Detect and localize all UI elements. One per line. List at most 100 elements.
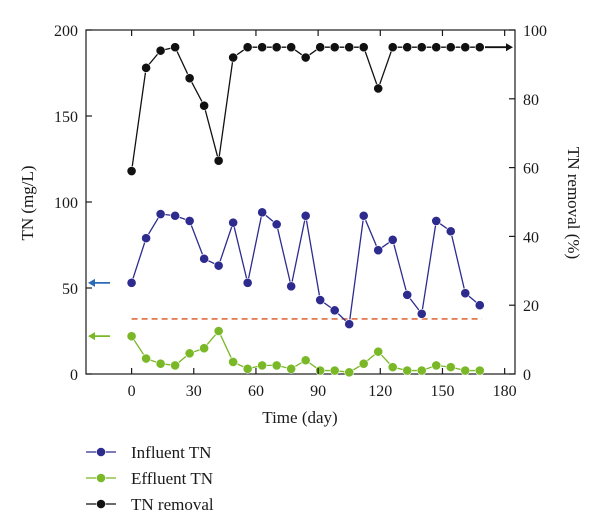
y-right-tick-label: 60 — [523, 161, 539, 178]
axis-arrow-effluent-tn-head — [88, 332, 95, 341]
data-point-effluent-tn — [416, 365, 427, 376]
data-point-tn-removal — [431, 42, 442, 53]
data-point-effluent-tn — [373, 346, 384, 357]
y-right-tick-label: 40 — [523, 229, 539, 246]
data-point-influent-tn — [126, 277, 137, 288]
axis-arrow-layer — [88, 43, 513, 341]
data-point-tn-removal — [271, 42, 282, 53]
data-point-effluent-tn — [445, 362, 456, 373]
series-layer — [126, 42, 485, 378]
data-point-effluent-tn — [242, 363, 253, 374]
legend-marker-removal — [96, 499, 106, 509]
axis-arrow-tn-removal-head — [506, 43, 513, 52]
data-point-effluent-tn — [228, 357, 239, 367]
data-point-tn-removal — [228, 52, 239, 63]
x-tick-label: 30 — [186, 383, 202, 400]
data-point-influent-tn — [431, 216, 442, 226]
data-point-influent-tn — [257, 207, 268, 218]
data-point-influent-tn — [141, 233, 152, 244]
data-point-influent-tn — [402, 289, 413, 300]
legend-label-influent: Influent TN — [131, 443, 211, 462]
data-point-effluent-tn — [387, 362, 398, 373]
data-point-tn-removal — [373, 83, 384, 94]
x-tick-label: 90 — [310, 383, 326, 400]
axis-arrow-influent-tn — [88, 278, 110, 287]
data-point-influent-tn — [460, 288, 471, 299]
y-right-tick-label: 0 — [523, 367, 531, 384]
data-point-tn-removal — [213, 155, 224, 166]
y-left-tick-label: 150 — [54, 109, 78, 126]
data-point-effluent-tn — [431, 360, 442, 371]
data-point-effluent-tn — [315, 365, 326, 376]
series-line-influent-tn — [130, 211, 481, 326]
data-point-effluent-tn — [213, 326, 224, 336]
data-point-effluent-tn — [286, 363, 297, 374]
data-point-effluent-tn — [300, 355, 311, 366]
data-point-effluent-tn — [155, 358, 166, 369]
data-point-effluent-tn — [184, 348, 195, 359]
data-point-tn-removal — [141, 62, 152, 73]
tick-layer: 0 30 60 90 120 150 180 0 50 100 150 200 0 20 40 60 80 100 — [54, 23, 547, 400]
data-point-effluent-tn — [271, 360, 282, 371]
data-point-tn-removal — [257, 42, 268, 53]
data-point-influent-tn — [344, 319, 355, 330]
y-axis-right-title: TN removal (%) — [564, 147, 583, 259]
legend-item-removal: TN removal — [86, 495, 214, 514]
data-point-influent-tn — [315, 295, 326, 305]
data-point-influent-tn — [373, 245, 384, 256]
data-point-effluent-tn — [141, 353, 152, 364]
data-point-tn-removal — [286, 42, 297, 53]
y-axis-left-title: TN (mg/L) — [18, 165, 37, 240]
data-point-influent-tn — [184, 216, 195, 226]
data-point-influent-tn — [474, 300, 485, 311]
data-point-influent-tn — [155, 209, 166, 219]
plot-border — [85, 29, 516, 375]
data-point-influent-tn — [358, 210, 369, 221]
data-point-influent-tn — [271, 219, 282, 230]
data-point-tn-removal — [416, 42, 427, 53]
y-right-tick-label: 100 — [523, 23, 547, 40]
x-tick-label: 120 — [368, 383, 392, 400]
data-point-effluent-tn — [199, 343, 210, 354]
series-influent-tn — [126, 207, 485, 330]
y-left-tick-label: 200 — [54, 23, 78, 40]
data-point-tn-removal — [300, 52, 311, 63]
data-point-tn-removal — [126, 166, 137, 176]
data-point-tn-removal — [155, 45, 166, 56]
axis-arrow-effluent-tn — [88, 332, 110, 341]
data-point-tn-removal — [242, 42, 253, 53]
data-point-influent-tn — [286, 281, 297, 292]
axis-arrow-influent-tn-head — [88, 278, 95, 287]
x-tick-label: 180 — [493, 383, 517, 400]
data-point-effluent-tn — [170, 360, 181, 371]
data-point-effluent-tn — [402, 365, 413, 376]
legend-label-removal: TN removal — [131, 495, 214, 514]
legend-marker-effluent — [96, 473, 106, 483]
data-point-effluent-tn — [126, 331, 137, 342]
data-point-tn-removal — [474, 42, 485, 53]
data-point-influent-tn — [445, 226, 456, 237]
legend: Influent TN Effluent TN TN removal — [86, 443, 214, 514]
data-point-influent-tn — [387, 234, 398, 245]
data-point-tn-removal — [315, 42, 326, 53]
data-point-influent-tn — [228, 217, 239, 228]
data-point-tn-removal — [402, 42, 413, 53]
legend-marker-influent — [96, 447, 106, 457]
series-effluent-tn — [126, 326, 485, 378]
y-right-tick-label: 20 — [523, 298, 539, 315]
y-left-tick-label: 50 — [62, 281, 78, 298]
axis-arrow-tn-removal — [485, 43, 513, 52]
series-line-effluent-tn — [131, 329, 480, 373]
data-point-effluent-tn — [344, 367, 355, 378]
data-point-effluent-tn — [474, 365, 485, 376]
plot-frame — [85, 29, 516, 375]
data-point-tn-removal — [460, 42, 471, 53]
data-point-tn-removal — [387, 42, 398, 53]
x-axis-title: Time (day) — [262, 408, 337, 427]
series-line-tn-removal — [130, 46, 480, 172]
y-left-tick-label: 100 — [54, 195, 78, 212]
data-point-influent-tn — [242, 277, 253, 288]
data-point-effluent-tn — [257, 360, 268, 371]
data-point-tn-removal — [184, 73, 195, 84]
